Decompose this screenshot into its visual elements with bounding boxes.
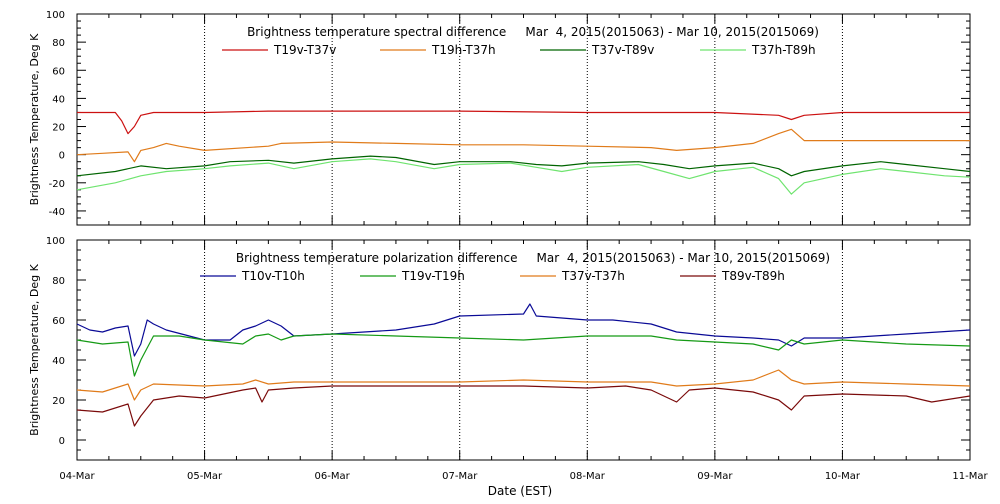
x-tick-label: 07-Mar — [442, 471, 478, 482]
legend-label: T10v-T10h — [241, 269, 305, 283]
y-tick-label: 20 — [52, 123, 65, 134]
legend-label: T19h-T37h — [431, 43, 496, 57]
y-tick-label: 80 — [52, 276, 65, 287]
y-tick-label: 40 — [52, 94, 65, 105]
legend-label: T19v-T37v — [273, 43, 336, 57]
series-line-T37h-T89h — [76, 158, 971, 195]
series-line-T10v-T10h — [76, 303, 971, 357]
legend-label: T37h-T89h — [751, 43, 816, 57]
chart-title: Brightness temperature polarization diff… — [236, 251, 830, 265]
x-tick-label: 09-Mar — [697, 471, 733, 482]
x-tick-label: 08-Mar — [570, 471, 606, 482]
legend-label: T37v-T89v — [591, 43, 654, 57]
y-tick-label: 100 — [46, 236, 65, 247]
polarization-difference-panel: 100 80 60 40 20 0 Brightness Temperature, Deg … — [28, 236, 971, 461]
x-axis-title: Date (EST) — [488, 484, 552, 498]
series-line-T37v-T37h — [76, 369, 971, 401]
series-line-T19v-T19h — [76, 333, 971, 377]
y-tick-label: 20 — [52, 396, 65, 407]
series-line-T37v-T89v — [76, 155, 971, 177]
plot-frame — [76, 239, 971, 461]
spectral-difference-panel: 100 80 60 40 20 0 -20 -40 Brightness Temperature… — [28, 10, 971, 226]
legend-label: T19v-T19h — [401, 269, 465, 283]
x-tick-label: 04-Mar — [59, 471, 95, 482]
series-line-T89v-T89h — [76, 385, 971, 427]
chart-title: Brightness temperature spectral differen… — [247, 25, 819, 39]
series-line-T19v-T37v — [77, 110, 970, 135]
date-axis: 04-Mar 05-Mar 06-Mar 07-Mar 08-Mar 09-Mar 10-M… — [59, 471, 988, 482]
series-line-T19h-T37h — [76, 128, 970, 163]
y-tick-label: 80 — [52, 38, 65, 49]
x-tick-label: 10-Mar — [825, 471, 861, 482]
y-tick-label: -40 — [49, 207, 65, 218]
y-tick-label: 60 — [52, 316, 65, 327]
y-tick-label: -20 — [49, 179, 65, 190]
x-tick-label: 05-Mar — [187, 471, 223, 482]
plot-frame — [76, 13, 971, 226]
y-tick-label: 60 — [52, 66, 65, 77]
legend-label: T37v-T37h — [561, 269, 625, 283]
y-tick-label: 40 — [52, 356, 65, 367]
legend-label: T89v-T89h — [721, 269, 785, 283]
y-tick-label: 0 — [59, 436, 65, 447]
x-tick-label: 06-Mar — [315, 471, 351, 482]
y-axis-title: Brightness Temperature, Deg K — [28, 33, 41, 205]
y-tick-label: 100 — [46, 10, 65, 21]
x-tick-label: 11-Mar — [952, 471, 988, 482]
y-tick-label: 0 — [59, 151, 65, 162]
y-axis-title: Brightness Temperature, Deg K — [28, 263, 41, 435]
